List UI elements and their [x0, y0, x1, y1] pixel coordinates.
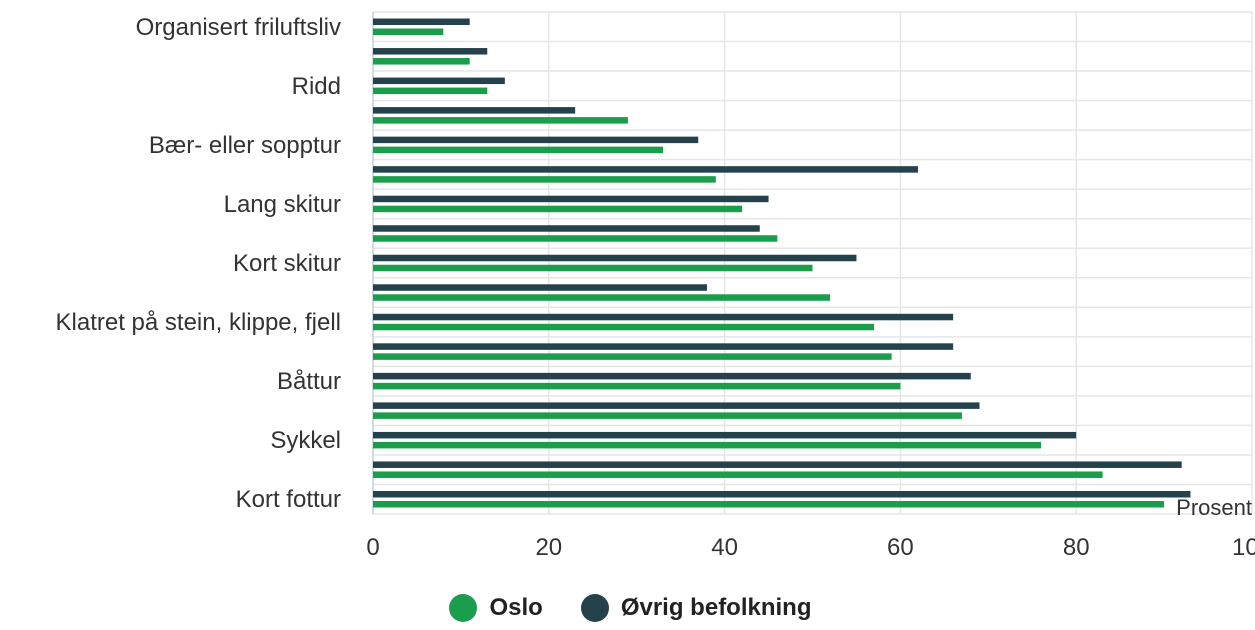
x-tick-label: 60: [887, 534, 914, 561]
legend-label-ovrig-befolkning: Øvrig befolkning: [620, 594, 812, 621]
bar-oslo[interactable]: [373, 28, 444, 36]
bar-oslo[interactable]: [373, 412, 962, 419]
x-axis-ticks: 0 20 40 60 80 100: [366, 534, 1255, 561]
bar-oslo[interactable]: [373, 500, 1165, 508]
category-label: Kort skitur: [233, 250, 341, 277]
category-label: Båttur: [277, 368, 341, 395]
legend-swatch-oslo: [449, 594, 478, 622]
bar-ovrig-befolkning[interactable]: [373, 107, 576, 114]
category-label: Klatret på stein, klippe, fjell: [56, 309, 341, 336]
bar-ovrig-befolkning[interactable]: [373, 402, 980, 409]
bar-oslo[interactable]: [373, 58, 470, 65]
legend-item-ovrig-befolkning[interactable]: Øvrig befolkning: [580, 594, 812, 622]
bar-ovrig-befolkning[interactable]: [373, 431, 1077, 439]
bar-oslo[interactable]: [373, 441, 1042, 449]
category-label: Lang skitur: [224, 191, 341, 218]
bar-ovrig-befolkning[interactable]: [373, 77, 505, 85]
bar-oslo[interactable]: [373, 235, 778, 242]
bar-oslo[interactable]: [373, 471, 1103, 478]
grid-lines: [372, 11, 1253, 515]
bar-ovrig-befolkning[interactable]: [373, 195, 769, 203]
bar-oslo[interactable]: [373, 382, 901, 390]
bar-ovrig-befolkning[interactable]: [373, 343, 954, 350]
bar-ovrig-befolkning[interactable]: [373, 490, 1191, 498]
category-label: Sykkel: [270, 427, 341, 454]
category-label: Bær- eller sopptur: [149, 132, 341, 159]
category-labels: Organisert friluftsliv Ridd Bær- eller sop…: [56, 14, 341, 513]
bar-ovrig-befolkning[interactable]: [373, 284, 708, 291]
bar-oslo[interactable]: [373, 264, 813, 272]
bar-ovrig-befolkning[interactable]: [373, 18, 470, 26]
x-axis-title: Prosent: [1176, 495, 1252, 520]
bar-ovrig-befolkning[interactable]: [373, 225, 760, 232]
bar-oslo[interactable]: [373, 146, 664, 154]
x-tick-label: 0: [366, 534, 379, 561]
bar-oslo[interactable]: [373, 294, 831, 301]
x-tick-label: 80: [1063, 534, 1090, 561]
bar-ovrig-befolkning[interactable]: [373, 136, 699, 144]
category-label: Organisert friluftsliv: [136, 14, 341, 41]
bar-oslo[interactable]: [373, 205, 743, 213]
x-tick-label: 40: [711, 534, 738, 561]
bar-chart: Organisert friluftsliv Ridd Bær- eller sop…: [56, 11, 1255, 561]
bars: [373, 18, 1191, 508]
bar-oslo[interactable]: [373, 176, 716, 183]
legend: Oslo Øvrig befolkning: [0, 594, 1255, 622]
bar-ovrig-befolkning[interactable]: [373, 166, 918, 173]
bar-ovrig-befolkning[interactable]: [373, 372, 971, 380]
bar-oslo[interactable]: [373, 353, 892, 360]
bar-ovrig-befolkning[interactable]: [373, 313, 954, 321]
category-label: Kort fottur: [236, 486, 341, 513]
legend-swatch-ovrig-befolkning: [580, 594, 609, 622]
x-tick-label: 20: [535, 534, 562, 561]
bar-oslo[interactable]: [373, 117, 628, 124]
bar-ovrig-befolkning[interactable]: [373, 461, 1182, 468]
bar-oslo[interactable]: [373, 323, 875, 331]
bar-oslo[interactable]: [373, 87, 488, 95]
legend-label-oslo: Oslo: [489, 594, 543, 621]
bar-ovrig-befolkning[interactable]: [373, 48, 488, 55]
bar-ovrig-befolkning[interactable]: [373, 254, 857, 262]
legend-item-oslo[interactable]: Oslo: [449, 594, 543, 622]
x-tick-label: 100: [1232, 534, 1255, 561]
category-label: Ridd: [292, 73, 341, 100]
